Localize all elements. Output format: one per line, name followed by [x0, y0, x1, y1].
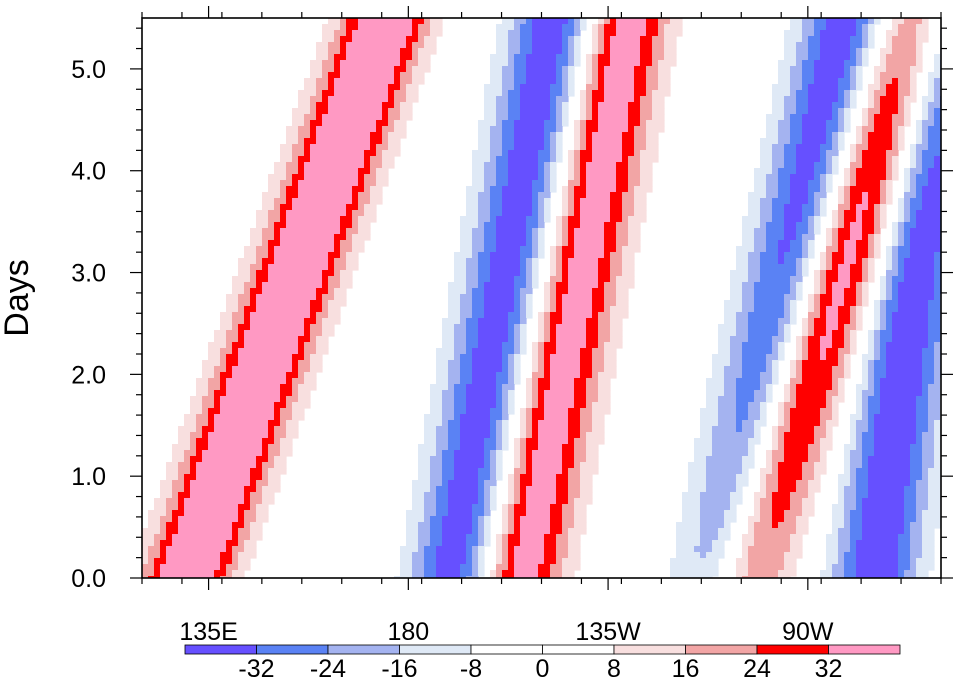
y-tick-label: 2.0: [71, 361, 106, 389]
colorbar-label: 8: [607, 655, 621, 680]
colorbar-label: 0: [536, 655, 550, 680]
colorbar-swatch: [686, 645, 758, 654]
y-axis-label: Days: [0, 259, 36, 336]
x-tick-label: 135E: [179, 618, 237, 646]
y-tick-label: 0.0: [71, 565, 106, 593]
colorbar-swatch: [328, 645, 400, 654]
x-tick-label: 180: [387, 618, 429, 646]
y-tick-label: 3.0: [71, 260, 106, 288]
y-tick-label: 5.0: [71, 56, 106, 84]
colorbar-label: -24: [310, 655, 346, 680]
colorbar-label: 16: [672, 655, 700, 680]
x-tick-label: 90W: [782, 618, 834, 646]
y-tick-label: 1.0: [71, 463, 106, 491]
colorbar-swatch: [757, 645, 829, 654]
colorbar-swatch: [400, 645, 472, 654]
y-tick-label: 4.0: [71, 158, 106, 186]
colorbar-label: 32: [815, 655, 843, 680]
colorbar-swatch: [471, 645, 543, 654]
colorbar-label: -16: [381, 655, 417, 680]
x-tick-label: 135W: [575, 618, 641, 646]
colorbar-swatch: [185, 645, 257, 654]
colorbar-swatch: [257, 645, 329, 654]
colorbar-label: -8: [460, 655, 482, 680]
colorbar-swatch: [829, 645, 901, 654]
colorbar-label: -32: [238, 655, 274, 680]
colorbar-swatch: [543, 645, 615, 654]
colorbar-swatch: [614, 645, 686, 654]
colorbar-label: 24: [743, 655, 771, 680]
